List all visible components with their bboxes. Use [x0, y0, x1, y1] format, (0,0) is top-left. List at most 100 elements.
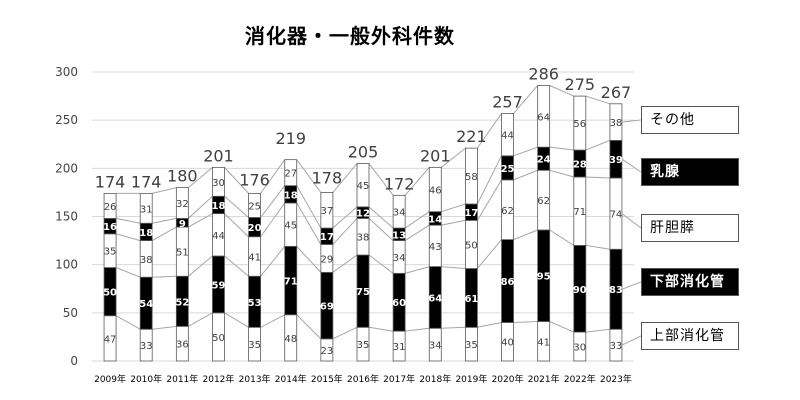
x-tick-label: 2014年 [275, 373, 307, 385]
data-label: 17 [320, 232, 334, 243]
series-line [115, 217, 141, 224]
series-line [115, 315, 141, 330]
series-line [549, 169, 574, 178]
x-tick-label: 2016年 [347, 373, 379, 385]
data-label: 34 [393, 253, 406, 264]
data-label: 61 [464, 294, 478, 305]
series-line [585, 328, 610, 333]
total-label: 174 [131, 172, 162, 191]
x-tick-label: 2015年 [311, 373, 343, 385]
data-label: 83 [609, 285, 623, 296]
data-label: 20 [248, 223, 262, 234]
series-line [513, 169, 538, 181]
series-line [224, 167, 249, 194]
data-label: 25 [248, 201, 261, 212]
data-label: 64 [428, 293, 442, 304]
bar-segment [573, 95, 587, 151]
series-line [332, 206, 358, 229]
total-label: 205 [348, 143, 379, 162]
data-label: 64 [537, 112, 550, 123]
x-tick-label: 2022年 [564, 373, 596, 385]
series-line [441, 326, 466, 329]
series-line [404, 224, 430, 242]
series-line [405, 327, 430, 332]
series-line [188, 312, 213, 327]
bar-segment [392, 194, 406, 229]
data-label: 51 [176, 248, 189, 259]
total-label: 172 [384, 174, 415, 193]
series-line [296, 185, 322, 229]
data-label: 29 [320, 254, 333, 265]
data-label: 95 [537, 272, 551, 283]
series-line [476, 113, 502, 149]
data-label: 33 [610, 341, 623, 352]
data-label: 35 [465, 340, 478, 351]
x-tick-label: 2019年 [455, 373, 487, 385]
series-line [296, 159, 322, 193]
series-line [441, 203, 466, 213]
x-tick-label: 2017年 [383, 373, 415, 385]
x-tick-label: 2020年 [492, 373, 524, 385]
y-tick-label: 150 [55, 210, 78, 224]
series-line [513, 146, 538, 157]
bar-segment [139, 192, 153, 224]
bar-segment [501, 113, 514, 157]
x-tick-label: 2018年 [419, 373, 451, 385]
data-label: 36 [176, 340, 189, 351]
total-label: 180 [167, 167, 198, 186]
data-label: 25 [501, 164, 515, 175]
series-line [332, 163, 358, 193]
data-label: 45 [284, 221, 297, 232]
data-label: 62 [501, 206, 514, 217]
data-label: 41 [537, 337, 550, 348]
x-tick-label: 2009年 [94, 373, 126, 385]
series-line [260, 185, 286, 218]
bar-segment [428, 166, 442, 213]
data-label: 34 [393, 208, 406, 219]
data-label: 48 [284, 334, 297, 345]
series-line [115, 233, 141, 242]
data-label: 23 [320, 346, 333, 357]
series-line [296, 314, 322, 340]
series-line [404, 211, 430, 229]
data-label: 16 [103, 222, 117, 233]
data-label: 52 [175, 297, 189, 308]
x-tick-label: 2013年 [239, 373, 271, 385]
data-label: 60 [392, 298, 406, 309]
total-label: 201 [420, 146, 451, 165]
total-label: 176 [239, 170, 270, 189]
bar-segment [609, 103, 623, 141]
data-label: 13 [392, 230, 406, 241]
legend-leader-line [621, 158, 642, 173]
data-label: 35 [104, 247, 117, 258]
series-line [224, 255, 249, 277]
data-label: 50 [212, 333, 225, 344]
data-label: 46 [429, 186, 442, 197]
bar-segment [537, 85, 551, 148]
data-label: 38 [140, 255, 153, 266]
bar-segment [320, 192, 334, 229]
x-tick-label: 2021年 [528, 373, 560, 385]
series-line [440, 147, 466, 168]
series-line [188, 255, 213, 277]
series-line [188, 213, 213, 228]
data-label: 14 [428, 214, 442, 225]
total-label: 174 [95, 172, 126, 191]
series-line [187, 195, 213, 219]
data-label: 39 [609, 155, 623, 166]
legend-leader-line [621, 213, 642, 229]
data-label: 27 [284, 169, 297, 180]
total-label: 201 [203, 146, 234, 165]
data-label: 30 [573, 343, 586, 354]
data-label: 43 [429, 242, 442, 253]
series-line [296, 246, 322, 273]
data-label: 40 [501, 338, 514, 349]
series-line [296, 202, 322, 245]
data-label: 58 [465, 172, 478, 183]
total-label: 257 [492, 92, 523, 111]
data-label: 50 [465, 240, 478, 251]
series-line [441, 219, 466, 226]
data-label: 17 [464, 208, 478, 219]
series-line [404, 167, 430, 196]
